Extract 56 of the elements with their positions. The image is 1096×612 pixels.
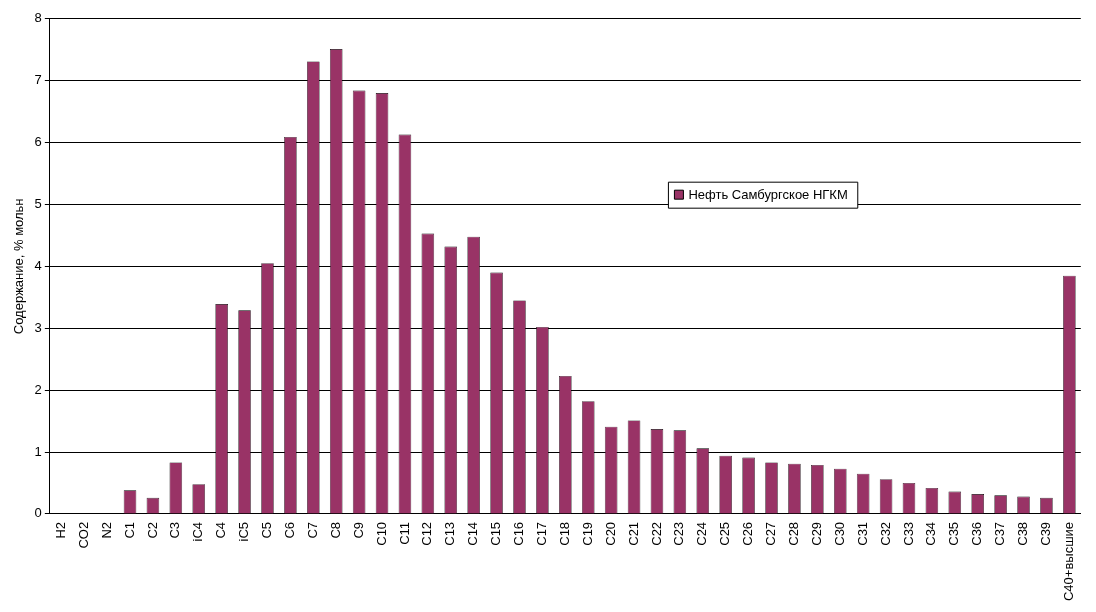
x-tick-label: C25 — [717, 521, 733, 546]
y-tick-label: 5 — [34, 196, 42, 212]
x-tick-label: C17 — [533, 521, 549, 546]
x-tick-label: CO2 — [75, 521, 91, 549]
x-tick-label: C26 — [740, 521, 756, 546]
x-tick-label: C30 — [831, 521, 847, 546]
x-tick-label: C14 — [465, 521, 481, 546]
y-tick-label: 2 — [34, 381, 42, 397]
x-tick-label: C23 — [671, 521, 687, 546]
x-tick-label: C27 — [763, 521, 779, 546]
x-tick-label: H2 — [52, 521, 68, 539]
y-tick-label: 6 — [34, 134, 42, 150]
x-tick-label: C24 — [694, 521, 710, 546]
x-tick-label: C11 — [396, 521, 412, 545]
x-tick-label: C5 — [259, 521, 275, 539]
x-tick-label: C28 — [786, 521, 802, 546]
x-tick-label: C16 — [511, 521, 527, 546]
x-tick-label: C12 — [419, 521, 435, 546]
x-tick-label: C20 — [602, 521, 618, 546]
x-tick-label: C34 — [923, 521, 939, 546]
x-tick-label: N2 — [98, 521, 114, 539]
x-tick-label: C33 — [900, 521, 916, 546]
x-tick-label: C39 — [1038, 521, 1054, 546]
legend-label: Нефть Самбургское НГКМ — [688, 186, 848, 202]
y-tick-label: 7 — [34, 72, 42, 88]
x-tick-label: C18 — [556, 521, 572, 546]
y-tick-label: 3 — [34, 319, 42, 335]
x-tick-label: C21 — [625, 521, 641, 546]
x-tick-label: C38 — [1015, 521, 1031, 546]
x-tick-label: C35 — [946, 521, 962, 546]
y-tick-label: 8 — [34, 10, 42, 26]
x-tick-label: C7 — [304, 521, 320, 539]
y-tick-label: 4 — [34, 257, 42, 273]
x-tick-label: C6 — [281, 521, 297, 539]
x-tick-label: iC4 — [190, 521, 206, 542]
x-tick-label: C29 — [808, 521, 824, 546]
y-tick-label: 1 — [34, 443, 42, 459]
x-tick-label: C13 — [442, 521, 458, 546]
x-tick-label: C1 — [121, 521, 137, 539]
x-tick-label: C3 — [167, 521, 183, 539]
x-tick-label: C15 — [488, 521, 504, 546]
x-tick-label: C36 — [969, 521, 985, 546]
x-tick-label: C2 — [144, 521, 160, 539]
y-tick-label: 0 — [34, 505, 42, 521]
x-tick-label: C19 — [579, 521, 595, 546]
x-tick-label: C40+высшие — [1060, 521, 1076, 602]
x-tick-label: C10 — [373, 521, 389, 546]
x-tick-label: C37 — [992, 521, 1008, 546]
x-tick-label: C22 — [648, 521, 664, 546]
x-tick-label: C32 — [877, 521, 893, 546]
x-tick-label: iC5 — [236, 521, 252, 542]
x-tick-label: C8 — [327, 521, 343, 539]
x-tick-label: C31 — [854, 521, 870, 546]
x-tick-label: C4 — [213, 521, 229, 539]
x-tick-label: C9 — [350, 521, 366, 539]
y-axis-title: Содержание, % мольн — [11, 198, 27, 335]
